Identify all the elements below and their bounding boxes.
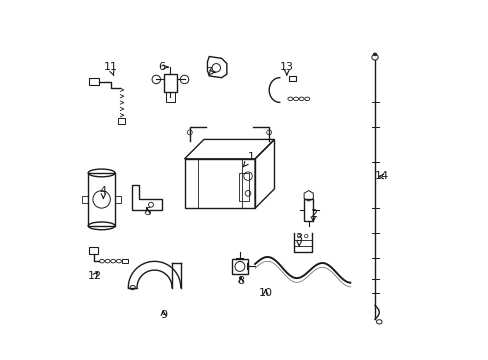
Text: 10: 10 xyxy=(258,288,272,298)
Text: 6: 6 xyxy=(158,62,168,72)
Text: 3: 3 xyxy=(295,233,302,246)
Bar xyxy=(115,196,121,203)
Bar xyxy=(239,173,248,201)
Bar xyxy=(81,196,88,203)
Bar xyxy=(88,247,98,254)
Text: 2: 2 xyxy=(309,208,316,221)
Text: 4: 4 xyxy=(100,186,107,199)
Bar xyxy=(88,78,99,85)
Bar xyxy=(288,76,296,81)
Text: 8: 8 xyxy=(237,275,244,285)
Bar xyxy=(232,259,247,274)
Bar xyxy=(122,259,128,263)
Text: 9: 9 xyxy=(160,310,166,320)
Text: 5: 5 xyxy=(143,207,151,217)
Text: 13: 13 xyxy=(279,62,293,75)
Text: 7: 7 xyxy=(204,67,215,77)
Text: 11: 11 xyxy=(103,62,117,75)
Bar xyxy=(88,173,115,226)
Bar xyxy=(164,74,176,92)
Bar xyxy=(166,92,174,102)
Bar xyxy=(118,118,125,123)
Ellipse shape xyxy=(372,53,376,56)
Text: 14: 14 xyxy=(374,171,388,181)
Text: 12: 12 xyxy=(87,271,102,281)
Bar xyxy=(304,199,313,221)
Text: 1: 1 xyxy=(243,152,255,167)
